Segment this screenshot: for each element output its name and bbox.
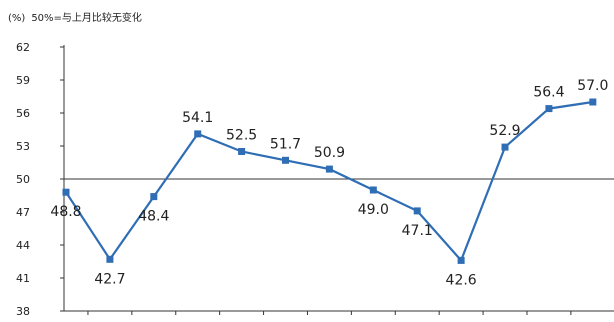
y-tick-label: 38 bbox=[16, 305, 30, 318]
data-label: 42.7 bbox=[94, 271, 125, 287]
data-point bbox=[150, 193, 158, 201]
data-point bbox=[501, 143, 509, 151]
y-tick-label: 53 bbox=[16, 140, 30, 153]
data-point bbox=[238, 148, 246, 155]
data-label: 52.5 bbox=[226, 128, 257, 144]
data-label: 54.1 bbox=[182, 110, 213, 126]
y-tick-label: 44 bbox=[16, 239, 30, 252]
y-tick-label: 41 bbox=[16, 272, 30, 285]
data-label: 42.6 bbox=[446, 272, 477, 288]
y-tick-label: 50 bbox=[16, 173, 30, 186]
data-label: 51.7 bbox=[270, 136, 301, 152]
data-point bbox=[106, 255, 114, 263]
data-point bbox=[62, 188, 70, 196]
data-point bbox=[369, 186, 377, 194]
y-tick-label: 47 bbox=[16, 206, 30, 219]
data-point bbox=[282, 156, 290, 164]
reference-note: 50%=与上月比较无变化 bbox=[31, 13, 142, 24]
data-label: 48.8 bbox=[50, 204, 81, 220]
data-label: 49.0 bbox=[358, 202, 389, 218]
data-label: 47.1 bbox=[402, 223, 433, 239]
y-tick-label: 62 bbox=[16, 41, 30, 54]
data-point bbox=[325, 165, 333, 173]
data-label: 56.4 bbox=[533, 85, 564, 101]
data-point bbox=[457, 256, 465, 264]
data-point bbox=[589, 98, 597, 106]
data-label: 52.9 bbox=[489, 123, 520, 139]
data-point bbox=[413, 207, 421, 215]
data-point bbox=[194, 130, 202, 138]
data-label: 48.4 bbox=[138, 209, 169, 225]
y-tick-label: 59 bbox=[16, 74, 30, 87]
data-point bbox=[545, 105, 553, 113]
data-label: 57.0 bbox=[577, 78, 608, 94]
data-label: 50.9 bbox=[314, 145, 345, 161]
unit-label: (%) 50%=与上月比较无变化 bbox=[8, 9, 142, 24]
y-tick-label: 56 bbox=[16, 107, 30, 120]
unit: (%) bbox=[8, 13, 26, 24]
